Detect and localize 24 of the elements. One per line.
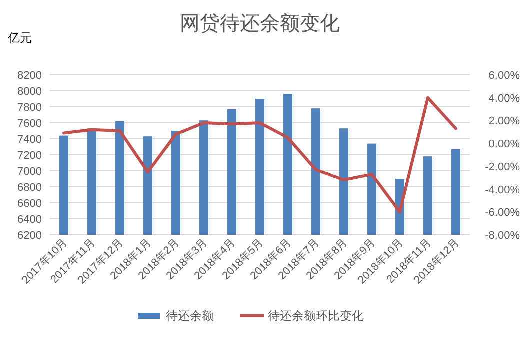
line-series [62,96,458,214]
y-tick-label: 7800 [18,102,42,114]
y2-tick-label: 2.00% [488,116,520,128]
y2-tick-label: -6.00% [485,207,520,220]
y-tick-label: 6600 [18,198,42,210]
y-tick-label: 8000 [18,86,42,98]
y-axis-title: 亿元 [7,31,32,45]
y-tick-label: 6400 [18,214,42,226]
y2-tick-label: 0.00% [488,138,520,151]
y2-tick-label: 6.00% [488,70,520,82]
y2-tick-label: 4.00% [488,92,520,105]
y-tick-label: 6200 [18,230,42,242]
y2-tick-label: -4.00% [485,184,520,196]
y-tick-label: 6800 [18,182,42,194]
y2-tick-label: -2.00% [485,161,520,174]
y-tick-label: 7200 [18,150,42,162]
y-tick-label: 7600 [18,118,42,130]
legend-label: 待还余额环比变化 [268,309,364,323]
y2-tick-label: -8.00% [485,230,520,242]
y-tick-label: 7400 [18,134,42,146]
chart-title: 网贷待还余额变化 [180,13,340,35]
y-tick-label: 7000 [18,166,42,178]
legend-label: 待还余额 [166,309,214,323]
y-tick-label: 8200 [18,70,42,82]
